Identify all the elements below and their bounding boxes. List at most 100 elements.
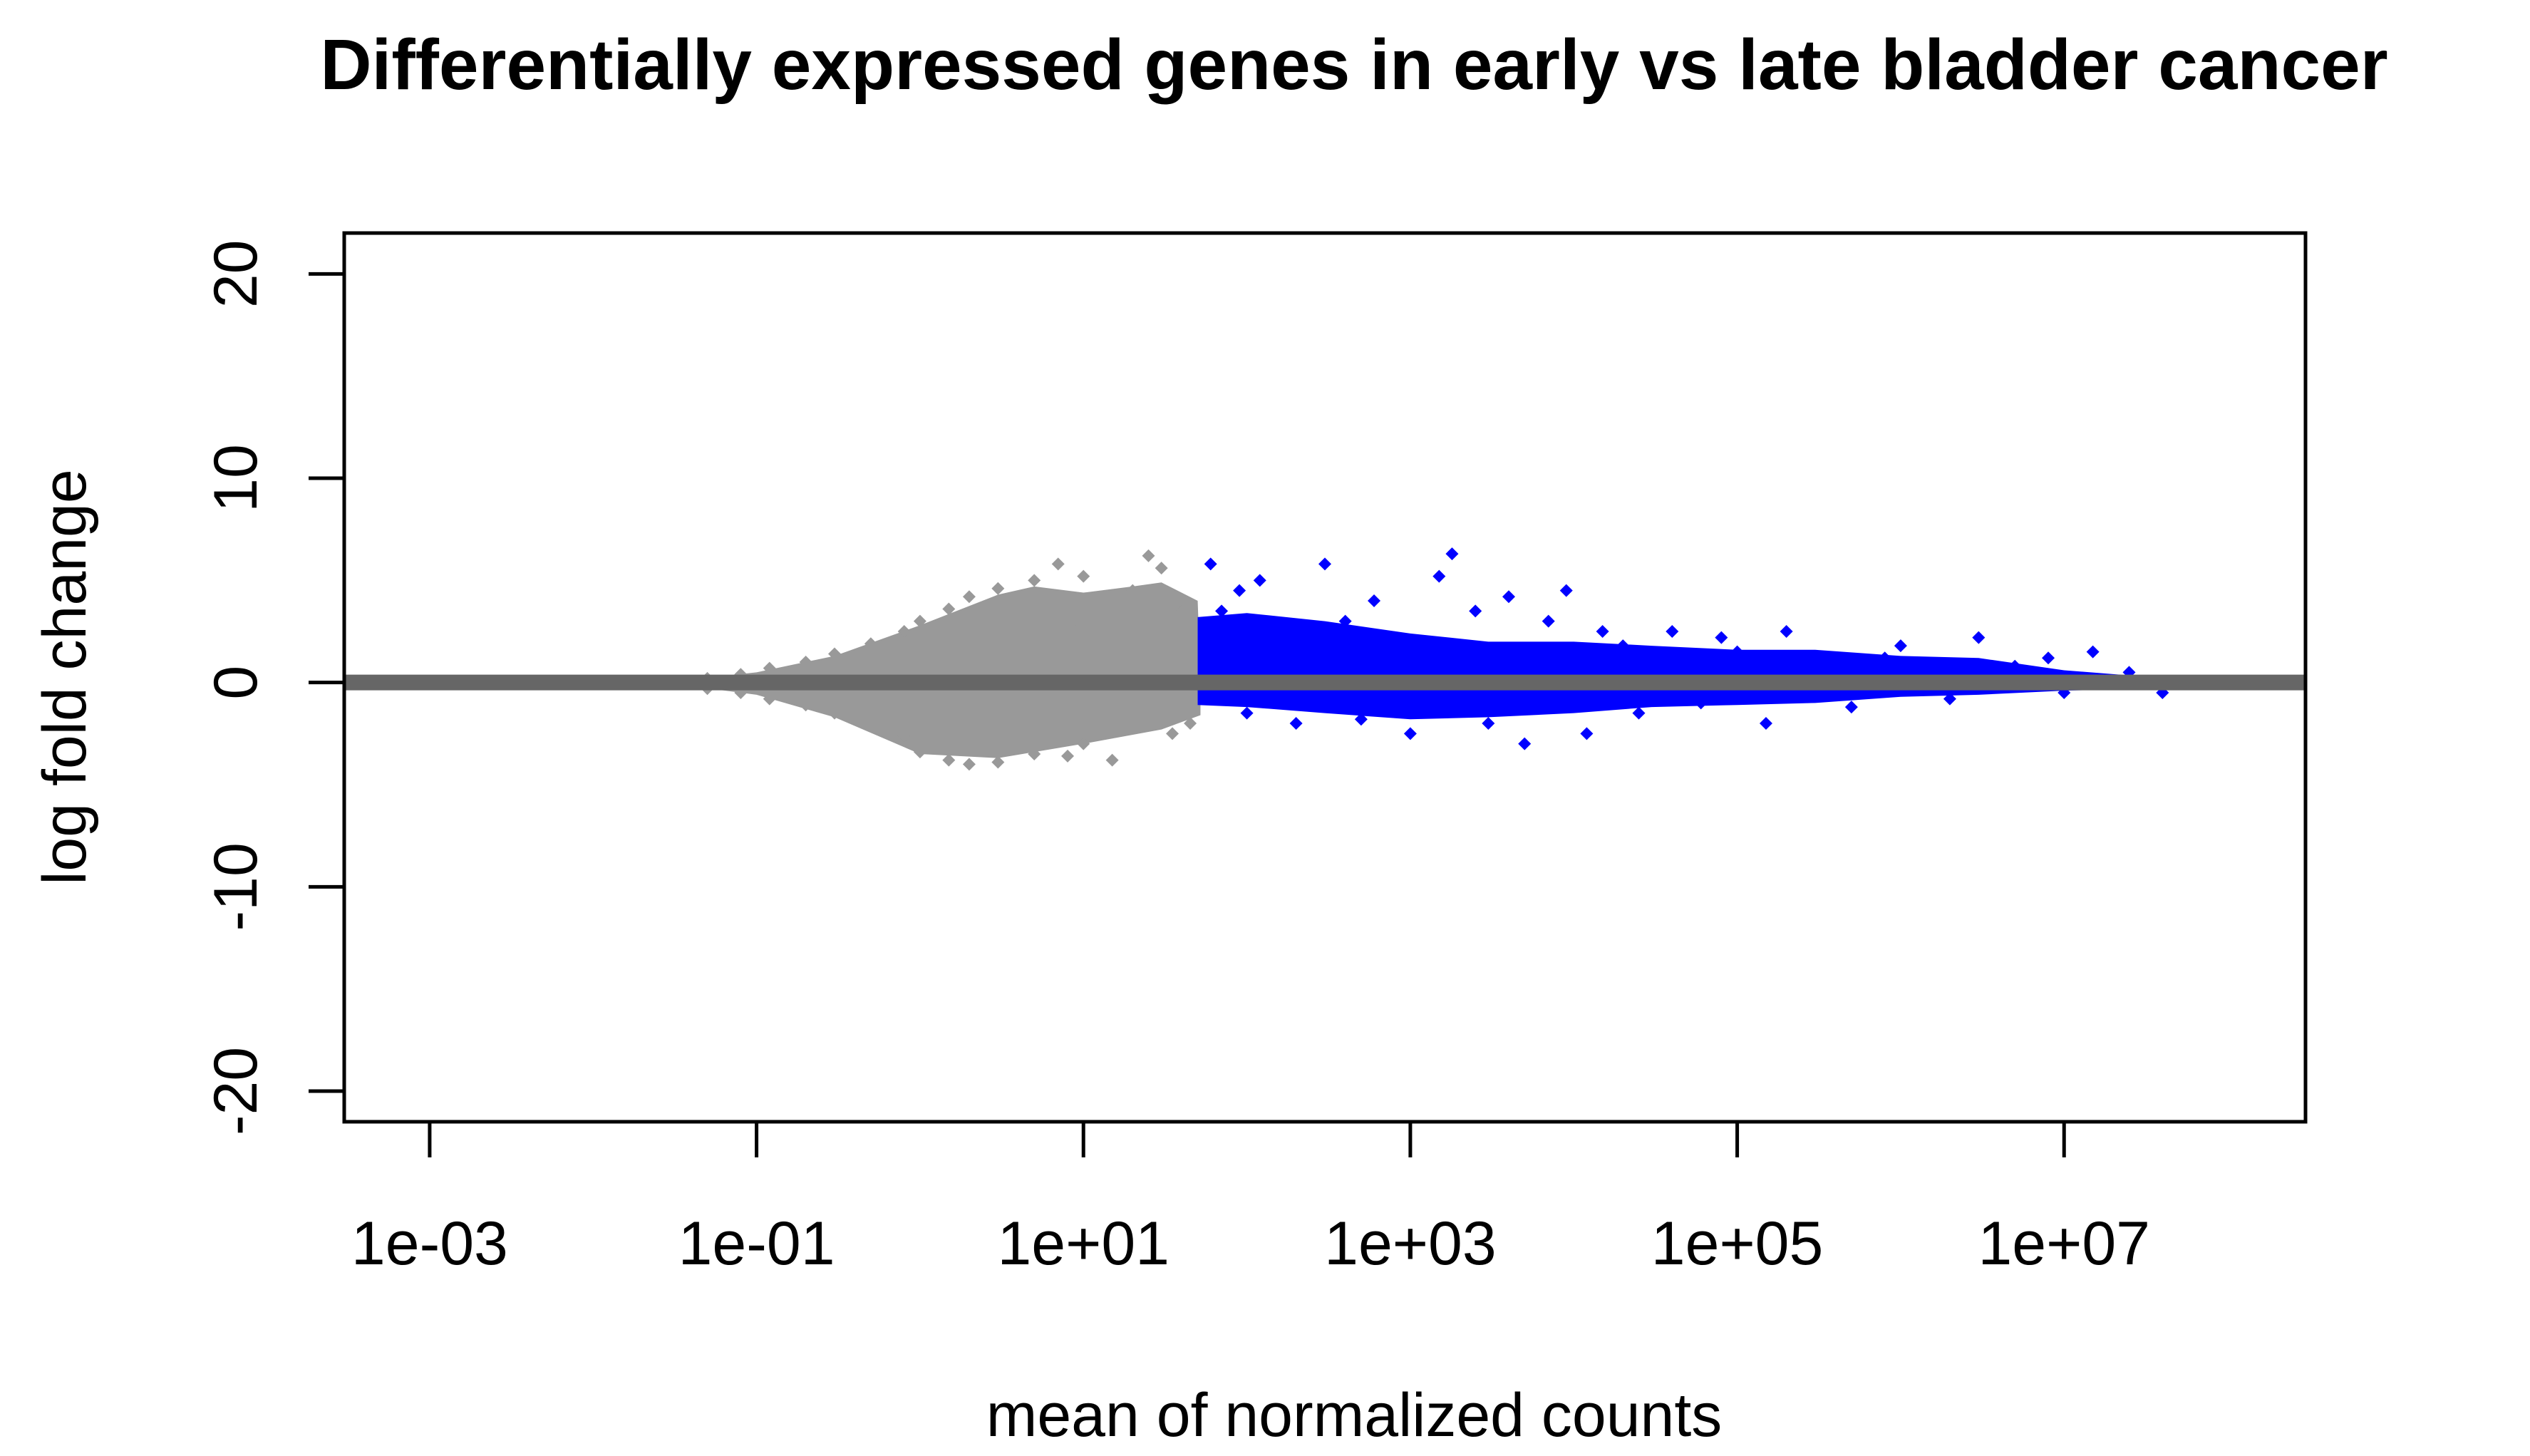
significant-point	[1715, 631, 1728, 644]
significant-point	[1542, 614, 1555, 628]
significant-point	[1559, 584, 1573, 597]
nonsignificant-point	[1118, 706, 1132, 720]
significant-point	[1452, 696, 1466, 710]
nonsignificant-point	[1028, 574, 1041, 587]
nonsignificant-point	[991, 582, 1005, 595]
significant-point	[1809, 656, 1822, 668]
nonsignificant-point	[864, 637, 877, 651]
nonsignificant-point	[799, 656, 812, 668]
x-tick-label: 1e+03	[1324, 1209, 1497, 1278]
significant-point	[1388, 631, 1401, 644]
significant-point	[1233, 584, 1246, 597]
significant-point	[1894, 639, 1907, 653]
significant-point	[1972, 631, 1986, 644]
significant-point	[1730, 645, 1744, 659]
data-points	[664, 547, 2169, 771]
nonsignificant-point	[1090, 594, 1103, 607]
significant-point	[1432, 569, 1446, 583]
significant-point	[1289, 717, 1303, 730]
nonsignificant-point	[1155, 562, 1168, 575]
nonsignificant-point	[828, 706, 841, 720]
significant-point	[1829, 664, 1842, 677]
significant-point	[2042, 651, 2055, 665]
nonsignificant-point	[906, 696, 919, 710]
nonsignificant-density	[671, 582, 1201, 758]
nonsignificant-point	[926, 635, 940, 649]
nonsignificant-point	[962, 758, 976, 771]
significant-point	[1780, 625, 1793, 638]
nonsignificant-point	[1069, 625, 1083, 638]
nonsignificant-point	[1105, 753, 1119, 767]
nonsignificant-point	[1061, 749, 1075, 763]
x-tick-label: 1e-01	[678, 1209, 835, 1278]
significant-point	[1469, 604, 1482, 618]
nonsignificant-point	[942, 753, 956, 767]
significant-point	[1215, 604, 1229, 618]
nonsignificant-point	[913, 745, 926, 759]
nonsignificant-point	[913, 614, 926, 628]
significant-point	[1531, 656, 1544, 668]
y-axis: -20 -10 0 10 20	[202, 239, 346, 1135]
significant-point	[1502, 590, 1515, 604]
nonsignificant-point	[1126, 584, 1140, 597]
significant-point	[1482, 717, 1495, 730]
y-tick-label: -10	[202, 842, 270, 931]
significant-point	[1338, 614, 1352, 628]
significant-point	[1305, 651, 1318, 665]
nonsignificant-point	[828, 647, 841, 661]
significant-point	[1354, 713, 1368, 726]
significant-point	[1666, 625, 1679, 638]
significant-point	[1580, 727, 1594, 740]
nonsignificant-point	[1166, 727, 1179, 740]
nonsignificant-point	[1142, 549, 1155, 562]
nonsignificant-point	[991, 755, 1005, 769]
plot-area	[344, 547, 2306, 771]
y-tick-label: 20	[202, 239, 270, 308]
nonsignificant-point	[799, 698, 812, 712]
nonsignificant-point	[897, 729, 911, 743]
significant-point	[1445, 547, 1459, 561]
nonsignificant-point	[1011, 614, 1025, 628]
nonsignificant-point	[1077, 569, 1090, 583]
significant-point	[1759, 717, 1772, 730]
x-axis: 1e-03 1e-01 1e+01 1e+03 1e+05 1e+07	[351, 1120, 2150, 1278]
nonsignificant-point	[1175, 604, 1189, 618]
x-tick-label: 1e+05	[1651, 1209, 1824, 1278]
significant-point	[1253, 574, 1266, 587]
significant-point	[1518, 737, 1532, 750]
nonsignificant-point	[1051, 557, 1065, 571]
significant-point	[1844, 701, 1858, 714]
nonsignificant-point	[897, 625, 911, 638]
nonsignificant-point	[1184, 717, 1197, 730]
nonsignificant-point	[1028, 748, 1041, 760]
significant-point	[1878, 651, 1891, 665]
significant-point	[1403, 727, 1417, 740]
y-tick-label: 10	[202, 444, 270, 512]
chart-title: Differentially expressed genes in early …	[320, 25, 2387, 105]
significant-density	[1197, 613, 2179, 720]
significant-point	[1943, 692, 1956, 706]
significant-point	[2008, 659, 2022, 673]
density-clouds	[671, 582, 2179, 758]
nonsignificant-point	[1077, 737, 1090, 750]
nonsignificant-point	[763, 692, 776, 706]
significant-point	[1240, 706, 1254, 720]
significant-point	[1368, 594, 1381, 607]
significant-point	[1204, 557, 1217, 571]
significant-point	[1596, 625, 1609, 638]
significant-point	[1616, 639, 1630, 653]
x-axis-label: mean of normalized counts	[986, 1381, 1723, 1450]
nonsignificant-point	[962, 590, 976, 604]
nonsignificant-point	[942, 602, 956, 616]
significant-point	[2086, 645, 2100, 659]
x-tick-label: 1e+07	[1978, 1209, 2150, 1278]
nonsignificant-point	[1041, 717, 1054, 730]
nonsignificant-point	[877, 651, 891, 665]
significant-point	[1318, 557, 1331, 571]
y-tick-label: -20	[202, 1047, 270, 1135]
y-tick-label: 0	[202, 666, 270, 700]
significant-point	[1378, 659, 1392, 673]
y-axis-label: log fold change	[31, 469, 99, 884]
x-tick-label: 1e-03	[351, 1209, 508, 1278]
